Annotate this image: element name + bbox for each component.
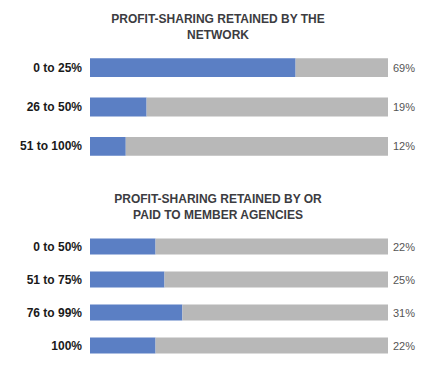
svg-text:0 to 25%: 0 to 25% <box>33 61 82 75</box>
svg-text:100%: 100% <box>51 339 82 353</box>
svg-text:51 to 100%: 51 to 100% <box>20 139 82 153</box>
svg-text:22%: 22% <box>393 340 415 352</box>
svg-text:PROFIT-SHARING RETAINED BY OR: PROFIT-SHARING RETAINED BY OR <box>114 192 322 206</box>
svg-text:NETWORK: NETWORK <box>187 28 249 42</box>
svg-text:76 to 99%: 76 to 99% <box>27 306 83 320</box>
svg-text:31%: 31% <box>393 307 415 319</box>
svg-text:25%: 25% <box>393 274 415 286</box>
svg-text:51 to 75%: 51 to 75% <box>27 273 83 287</box>
svg-text:69%: 69% <box>393 62 415 74</box>
svg-text:22%: 22% <box>393 241 415 253</box>
svg-text:0 to 50%: 0 to 50% <box>33 240 82 254</box>
svg-text:19%: 19% <box>393 101 415 113</box>
svg-text:26 to 50%: 26 to 50% <box>27 100 83 114</box>
svg-text:PAID TO MEMBER AGENCIES: PAID TO MEMBER AGENCIES <box>133 208 303 222</box>
svg-text:PROFIT-SHARING RETAINED BY THE: PROFIT-SHARING RETAINED BY THE <box>111 12 325 26</box>
svg-text:12%: 12% <box>393 140 415 152</box>
